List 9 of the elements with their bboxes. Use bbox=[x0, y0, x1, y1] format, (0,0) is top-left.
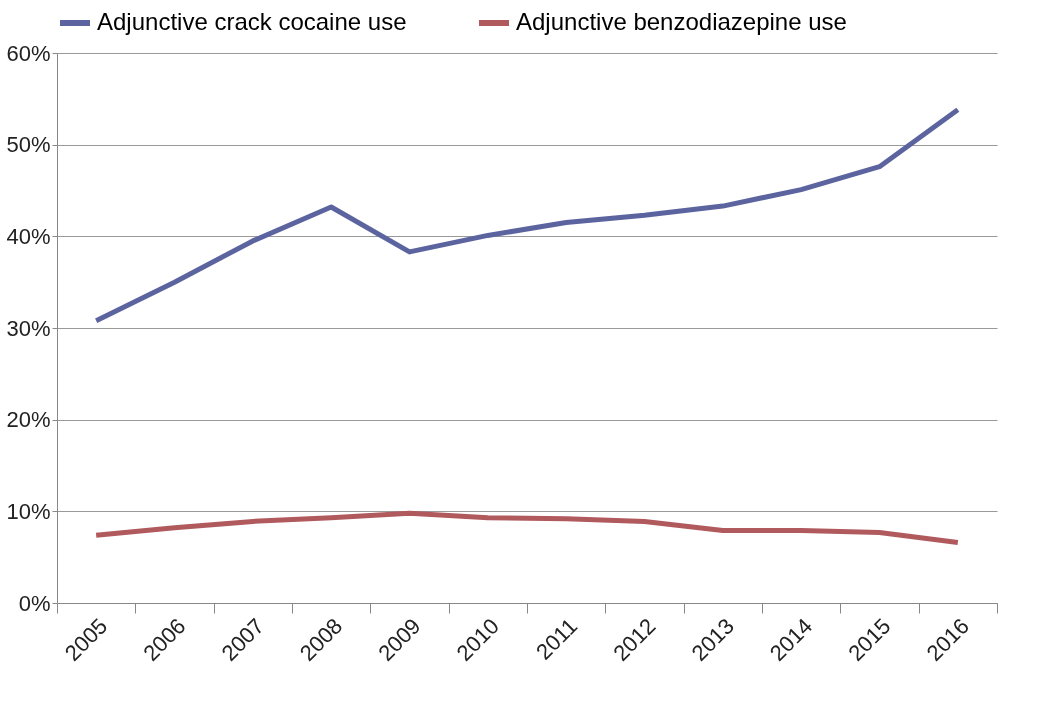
y-tick-label: 10% bbox=[6, 498, 51, 524]
y-tick-label: 20% bbox=[6, 407, 51, 433]
y-tick-label: 50% bbox=[6, 132, 51, 158]
y-tick-label: 40% bbox=[6, 223, 51, 249]
legend-label: Adjunctive benzodiazepine use bbox=[516, 8, 847, 35]
y-tick-label: 0% bbox=[18, 590, 51, 616]
y-tick-label: 30% bbox=[6, 315, 51, 341]
legend-label: Adjunctive crack cocaine use bbox=[97, 8, 407, 35]
y-tick-label: 60% bbox=[6, 40, 51, 66]
